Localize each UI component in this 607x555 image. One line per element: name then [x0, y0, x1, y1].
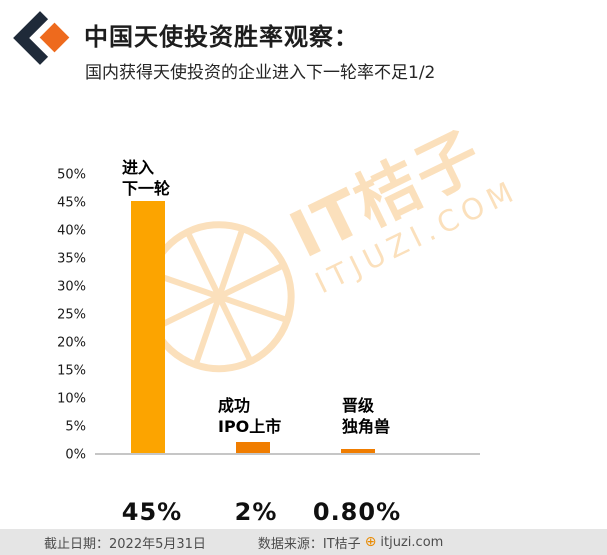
category-label-line: 晋级	[342, 396, 375, 415]
footer-date: 截止日期：2022年5月31日	[44, 536, 206, 552]
category-label-line: 下一轮	[122, 179, 171, 198]
y-tick-label: 15%	[57, 363, 86, 379]
orange-circle-icon: ⊕	[364, 534, 377, 550]
bar	[131, 201, 165, 453]
y-tick-label: 20%	[57, 335, 86, 351]
plot-area	[95, 175, 480, 455]
itjuzi-diamond-logo	[13, 11, 74, 68]
footer: 截止日期：2022年5月31日 数据来源：IT桔子 ⊕ itjuzi.com	[0, 529, 607, 555]
category-label: 成功 IPO上市	[218, 395, 281, 437]
y-tick-label: 50%	[57, 167, 86, 183]
value-label: 0.80%	[312, 498, 402, 526]
page-subtitle: 国内获得天使投资的企业进入下一轮率不足1/2	[85, 63, 436, 83]
value-label: 2%	[234, 498, 278, 526]
y-tick-label: 5%	[65, 419, 86, 435]
footer-source-site: itjuzi.com	[380, 534, 444, 550]
category-label: 进入 下一轮	[122, 157, 170, 199]
page-title: 中国天使投资胜率观察：	[84, 23, 359, 51]
y-tick-label: 40%	[57, 223, 86, 239]
y-tick-label: 45%	[57, 195, 86, 211]
y-tick-label: 35%	[57, 251, 86, 267]
value-label: 45%	[121, 498, 183, 526]
y-tick-label: 10%	[57, 391, 86, 407]
footer-source-prefix: 数据来源：IT桔子	[257, 536, 361, 552]
category-label-line: 独角兽	[342, 417, 391, 436]
y-tick-label: 0%	[65, 447, 86, 463]
y-tick-label: 30%	[57, 279, 86, 295]
bar	[236, 441, 270, 453]
bar	[341, 448, 375, 453]
category-label-line: IPO上市	[218, 417, 282, 436]
y-tick-label: 25%	[57, 307, 86, 323]
category-label-line: 进入	[122, 158, 155, 177]
y-axis: 50% 45% 40% 35% 30% 25% 20% 15% 10% 5% 0%	[36, 168, 88, 463]
category-label: 晋级 独角兽	[342, 395, 390, 437]
footer-source: 数据来源：IT桔子 ⊕ itjuzi.com	[258, 533, 443, 552]
category-label-line: 成功	[218, 396, 251, 415]
